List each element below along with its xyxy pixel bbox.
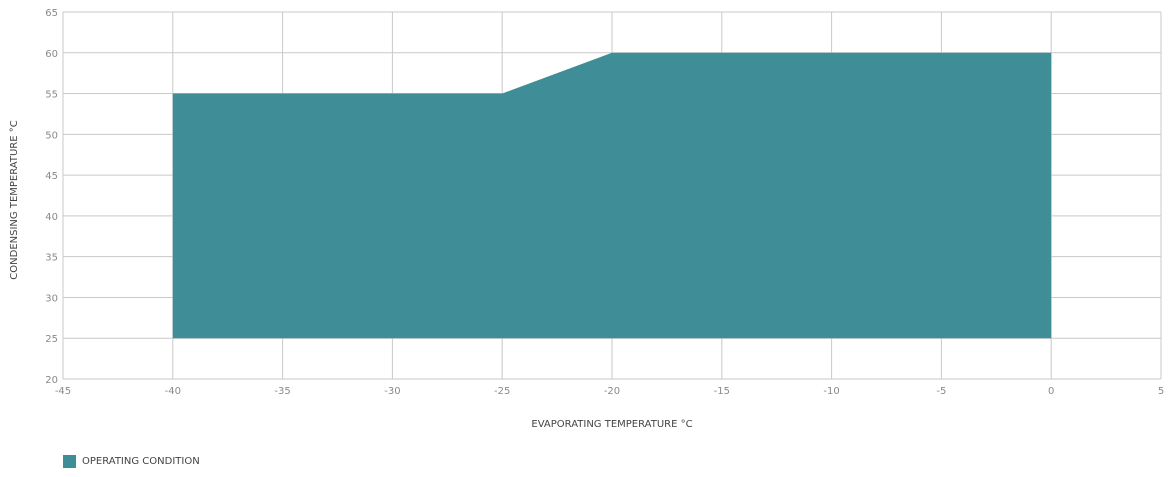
x-tick-label: -35 (274, 386, 290, 397)
x-tick-label: -20 (604, 386, 620, 397)
y-tick-label: 50 (45, 130, 58, 141)
y-tick-label: 45 (45, 171, 58, 182)
legend-label-operating-condition[interactable]: OPERATING CONDITION (82, 456, 200, 467)
x-tick-label: 5 (1158, 386, 1164, 397)
x-tick-label: -5 (936, 386, 946, 397)
x-tick-label: -15 (714, 386, 730, 397)
y-tick-label: 55 (45, 90, 58, 101)
axis-ticks: -45 -40 -35 -30 -25 -20 -15 -10 -5 0 5 20 25 30 35 40 45… (45, 8, 1164, 397)
x-tick-label: -45 (55, 386, 71, 397)
y-tick-label: 35 (45, 253, 58, 264)
y-tick-label: 65 (45, 8, 58, 19)
x-tick-label: -10 (823, 386, 839, 397)
y-tick-label: 20 (45, 375, 58, 386)
y-axis-title: CONDENSING TEMPERATURE °C (9, 120, 20, 279)
x-tick-label: 0 (1048, 386, 1054, 397)
y-tick-label: 25 (45, 334, 58, 345)
x-tick-label: -40 (165, 386, 181, 397)
plot-area (172, 52, 1052, 339)
legend: OPERATING CONDITION (63, 455, 200, 468)
y-tick-label: 40 (45, 212, 58, 223)
legend-swatch (63, 455, 76, 468)
x-tick-label: -30 (384, 386, 400, 397)
y-tick-label: 30 (45, 293, 58, 304)
y-tick-label: 60 (45, 49, 58, 60)
x-axis-title: EVAPORATING TEMPERATURE °C (531, 419, 692, 430)
operating-condition-area (172, 52, 1052, 339)
x-tick-label: -25 (494, 386, 510, 397)
